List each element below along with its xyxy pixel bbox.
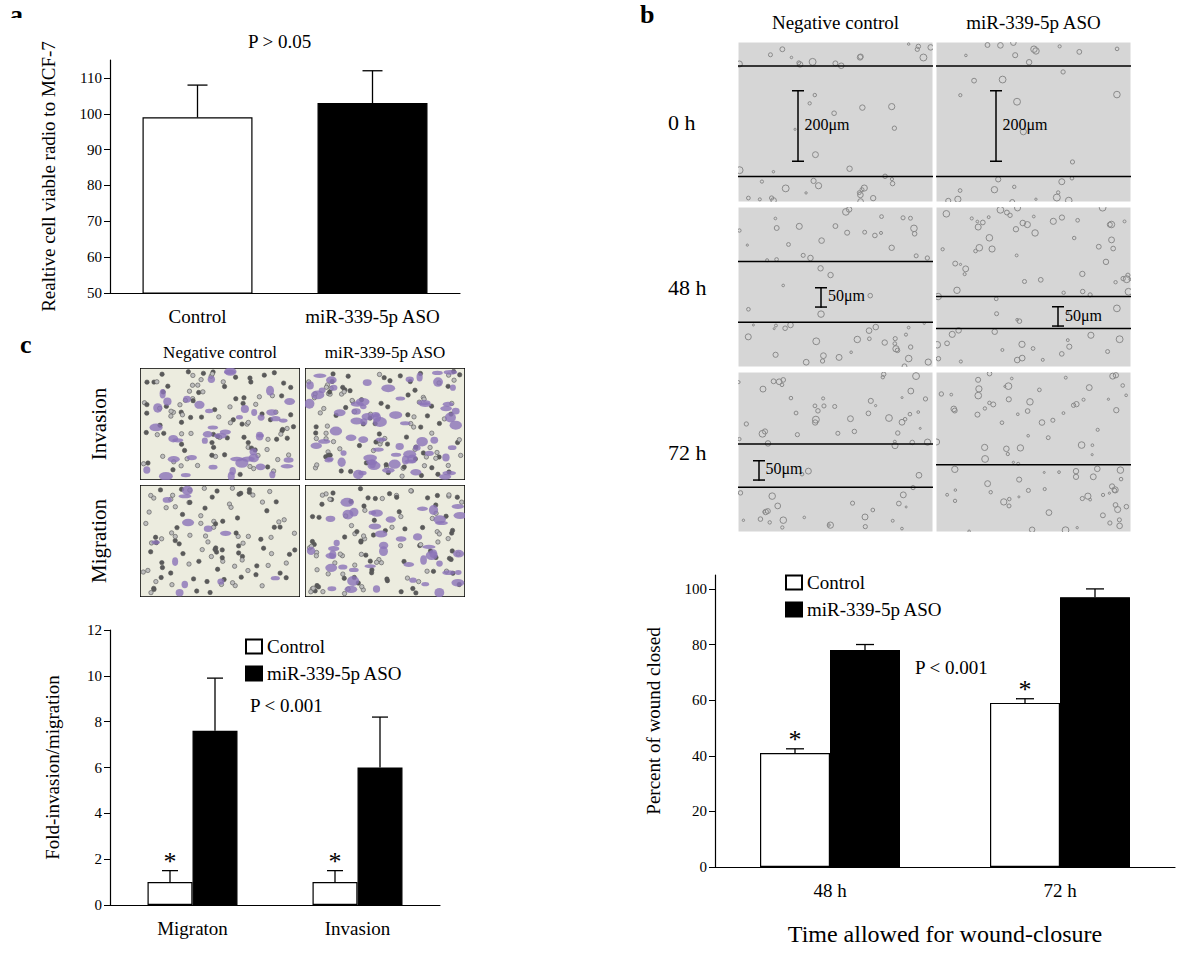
svg-text:*: * <box>1019 675 1032 704</box>
svg-text:20: 20 <box>692 803 707 819</box>
html-text:Invasion: Invasion <box>87 387 111 461</box>
html-text:200μm: 200μm <box>1002 116 1048 133</box>
html-text:miR-339-5p ASO: miR-339-5p ASO <box>966 12 1101 33</box>
svg-text:8: 8 <box>95 714 103 730</box>
svg-text:60: 60 <box>692 692 707 708</box>
html-text:Negative control: Negative control <box>163 343 277 362</box>
svg-text:Control: Control <box>807 572 865 593</box>
svg-text:60: 60 <box>87 249 102 265</box>
svg-text:90: 90 <box>87 142 102 158</box>
svg-text:100: 100 <box>80 106 103 122</box>
html-text:0 h: 0 h <box>668 110 696 135</box>
svg-text:Control: Control <box>267 636 325 657</box>
html-text:72 h: 72 h <box>668 440 707 465</box>
svg-text:Percent of wound closed: Percent of wound closed <box>643 627 664 815</box>
html-text:50μm: 50μm <box>1064 306 1102 324</box>
html-text:c: c <box>20 330 32 359</box>
svg-text:100: 100 <box>685 581 708 597</box>
svg-text:P < 0.001: P < 0.001 <box>250 695 323 716</box>
html-text:50μm: 50μm <box>827 287 865 305</box>
svg-text:Invasion: Invasion <box>325 918 391 939</box>
html-text:Negative control: Negative control <box>771 12 900 33</box>
svg-text:Migraton: Migraton <box>157 918 228 939</box>
svg-text:10: 10 <box>87 668 102 684</box>
svg-text:*: * <box>164 847 177 876</box>
svg-text:miR-339-5p ASO: miR-339-5p ASO <box>305 306 440 327</box>
html-text:50μm: 50μm <box>765 460 803 478</box>
svg-text:40: 40 <box>692 748 707 764</box>
svg-text:50: 50 <box>87 285 102 301</box>
svg-text:Time allowed for wound-closure: Time allowed for wound-closure <box>788 921 1102 947</box>
html-text:miR-339-5p ASO: miR-339-5p ASO <box>324 343 446 362</box>
svg-text:80: 80 <box>87 177 102 193</box>
svg-text:6: 6 <box>95 760 103 776</box>
html-text:Migration: Migration <box>87 499 111 583</box>
svg-text:Fold-invasion/migration: Fold-invasion/migration <box>42 675 63 860</box>
svg-text:*: * <box>329 847 342 876</box>
html-text:200μm: 200μm <box>804 116 850 133</box>
svg-text:48 h: 48 h <box>813 880 847 901</box>
svg-text:4: 4 <box>95 805 103 821</box>
svg-text:12: 12 <box>87 622 102 638</box>
svg-text:80: 80 <box>692 637 707 653</box>
html-text:b: b <box>640 0 655 29</box>
svg-text:70: 70 <box>87 213 102 229</box>
svg-text:Control: Control <box>168 306 226 327</box>
svg-text:2: 2 <box>95 851 103 867</box>
svg-text:miR-339-5p ASO: miR-339-5p ASO <box>807 599 942 620</box>
svg-text:110: 110 <box>80 70 102 86</box>
html-text:48 h: 48 h <box>668 275 707 300</box>
svg-text:*: * <box>789 725 802 754</box>
svg-text:Realtive cell viable radio to: Realtive cell viable radio to MCF-7 <box>38 41 59 312</box>
svg-text:P > 0.05: P > 0.05 <box>248 31 311 52</box>
svg-text:miR-339-5p ASO: miR-339-5p ASO <box>267 663 402 684</box>
html-text:a: a <box>10 0 23 29</box>
svg-text:72 h: 72 h <box>1043 880 1077 901</box>
svg-text:P < 0.001: P < 0.001 <box>915 657 988 678</box>
svg-text:0: 0 <box>700 859 708 875</box>
svg-text:0: 0 <box>95 897 103 913</box>
